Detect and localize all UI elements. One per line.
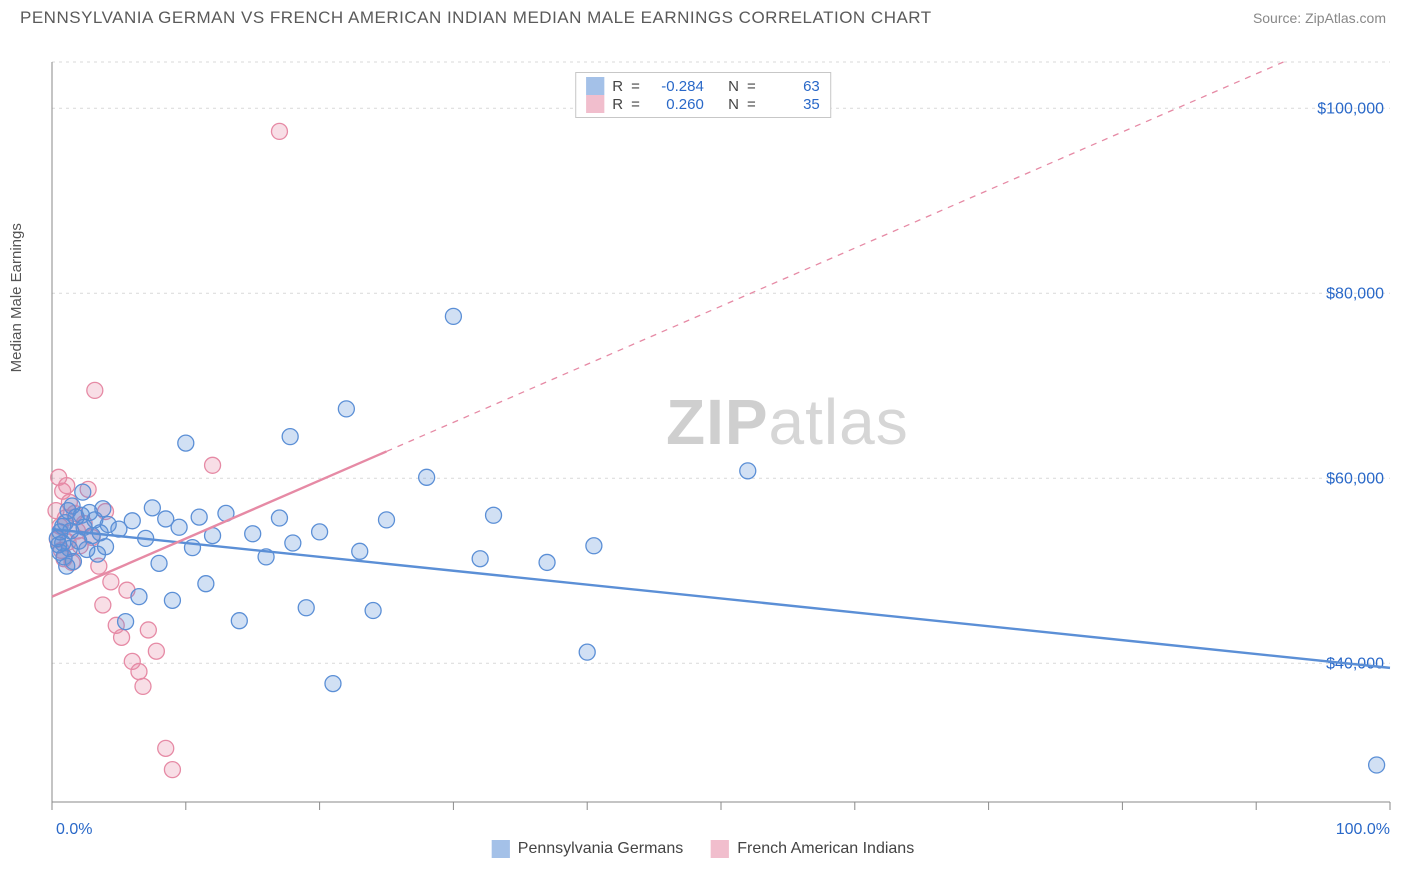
svg-text:0.0%: 0.0% [56, 821, 92, 838]
n-value-2: 35 [764, 96, 820, 113]
y-axis-label: Median Male Earnings [8, 223, 25, 372]
chart-title: PENNSYLVANIA GERMAN VS FRENCH AMERICAN I… [20, 8, 932, 28]
series-legend: Pennsylvania Germans French American Ind… [492, 840, 914, 858]
svg-text:100.0%: 100.0% [1336, 821, 1390, 838]
stats-row-series-2: R = 0.260 N = 35 [586, 95, 820, 113]
chart-area: Median Male Earnings $40,000$60,000$80,0… [0, 32, 1406, 862]
n-label: N [728, 78, 739, 95]
source-attribution: Source: ZipAtlas.com [1253, 10, 1386, 26]
swatch-series-1 [586, 77, 604, 95]
legend-item-2: French American Indians [711, 840, 914, 858]
r-label: R [612, 78, 623, 95]
source-link[interactable]: ZipAtlas.com [1305, 10, 1386, 26]
swatch-series-2 [711, 840, 729, 858]
svg-text:$60,000: $60,000 [1326, 470, 1384, 487]
legend-label-2: French American Indians [737, 840, 914, 858]
swatch-series-1 [492, 840, 510, 858]
svg-text:$100,000: $100,000 [1317, 100, 1384, 117]
stats-legend: R = -0.284 N = 63 R = 0.260 N = 35 [575, 72, 831, 118]
svg-text:$80,000: $80,000 [1326, 285, 1384, 302]
swatch-series-2 [586, 95, 604, 113]
r-value-1: -0.284 [648, 78, 704, 95]
r-value-2: 0.260 [648, 96, 704, 113]
legend-label-1: Pennsylvania Germans [518, 840, 683, 858]
legend-item-1: Pennsylvania Germans [492, 840, 683, 858]
source-label: Source: [1253, 10, 1301, 26]
scatter-plot: $40,000$60,000$80,000$100,0000.0%100.0% [0, 32, 1406, 862]
n-value-1: 63 [764, 78, 820, 95]
stats-row-series-1: R = -0.284 N = 63 [586, 77, 820, 95]
